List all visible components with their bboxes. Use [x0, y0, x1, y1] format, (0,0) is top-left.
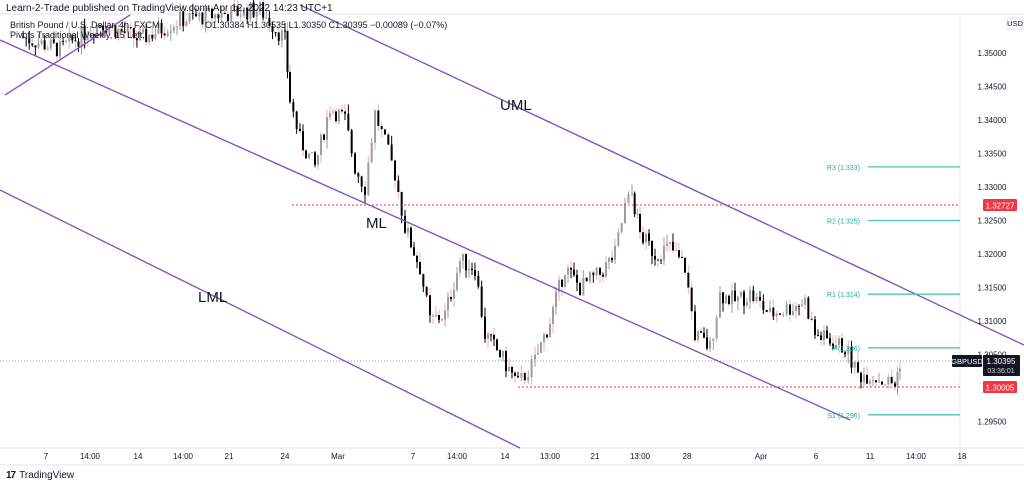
time-tick-label: Mar [331, 452, 345, 461]
time-tick-label: 14 [501, 452, 510, 461]
symbol-tag [952, 355, 982, 367]
pitchfork-median-line[interactable] [0, 39, 851, 421]
time-tick-label: 14:00 [906, 452, 927, 461]
footer-brand[interactable]: 17 TradingView [6, 470, 74, 481]
time-tick-label: 11 [866, 452, 875, 461]
pivot-label: R1 (1.314) [827, 292, 860, 299]
price-tick-label: 1.32500 [978, 217, 1007, 226]
indicator-legend[interactable]: Pivots Traditional Weekly, 15 Left, [10, 30, 145, 40]
time-tick-label: 24 [281, 452, 290, 461]
time-tick-label: 14:00 [173, 452, 194, 461]
pivot-label: R2 (1.325) [827, 219, 860, 226]
time-tick-label: Apr [755, 452, 768, 461]
pitchfork-upper-median-line[interactable] [299, 4, 1024, 346]
price-tick-label: 1.31000 [978, 317, 1007, 326]
time-tick-label: 18 [958, 452, 967, 461]
time-tick-label: 14:00 [447, 452, 468, 461]
price-tick-label: 1.31500 [978, 284, 1007, 293]
tradingview-logo-icon: 17 [6, 470, 16, 481]
time-tick-label: 6 [814, 452, 819, 461]
pivot-label: R3 (1.333) [827, 165, 860, 172]
price-tick-label: 1.33500 [978, 150, 1007, 159]
time-tick-label: 13:00 [630, 452, 651, 461]
current-price-badge [983, 355, 1020, 376]
price-tick-label: 1.33000 [978, 183, 1007, 192]
pivot-label: S1 (1.296) [827, 413, 860, 420]
resistance-price-badge [983, 199, 1017, 211]
currency-label: USD [1007, 19, 1023, 28]
price-tick-label: 1.35000 [978, 49, 1007, 58]
time-tick-label: 7 [411, 452, 416, 461]
price-tick-label: 1.29500 [978, 418, 1007, 427]
time-tick-label: 21 [225, 452, 234, 461]
ohlc-legend: O1.30384 H1.30535 L1.30350 C1.30395 −0.0… [205, 20, 448, 30]
tradingview-brand-label: TradingView [19, 470, 75, 481]
price-tick-label: 1.32000 [978, 250, 1007, 259]
current-price-label: 1.30395 [987, 357, 1016, 366]
pivot-levels: R3 (1.333) R2 (1.325) R1 (1.314) P (1.306) S… [827, 165, 960, 420]
time-tick-label: 14:00 [80, 452, 101, 461]
uml-label: UML [500, 97, 532, 114]
time-tick-label: 14 [134, 452, 143, 461]
time-tick-label: 21 [591, 452, 600, 461]
support-price-label: 1.30005 [986, 384, 1015, 393]
time-tick-label: 13:00 [540, 452, 561, 461]
candlestick-series [22, 0, 901, 395]
ml-label: ML [366, 215, 387, 232]
currency-badge [1006, 17, 1024, 30]
price-tick-label: 1.34500 [978, 83, 1007, 92]
time-tick-label: 28 [683, 452, 692, 461]
lml-label: LML [198, 289, 227, 306]
publish-info: Learn-2-Trade published on TradingView.c… [6, 3, 333, 14]
time-axis[interactable]: 7 14:00 14 14:00 21 24 Mar 7 14:00 14 13:00 21 13:00… [44, 452, 967, 461]
bar-countdown-label: 03:36:01 [987, 368, 1014, 375]
symbol-legend[interactable]: British Pound / U.S. Dollar, 4h, FXCM [10, 20, 160, 30]
symbol-tag-label: GBPUSD [951, 357, 983, 366]
pitchfork-lower-median-line[interactable] [0, 189, 521, 449]
pitchfork-handle-line[interactable] [4, 14, 131, 96]
resistance-price-label: 1.32727 [986, 202, 1015, 211]
price-tick-label: 1.34000 [978, 116, 1007, 125]
pivot-label: P (1.306) [831, 346, 860, 353]
time-tick-label: 7 [44, 452, 49, 461]
support-price-badge [983, 381, 1017, 393]
